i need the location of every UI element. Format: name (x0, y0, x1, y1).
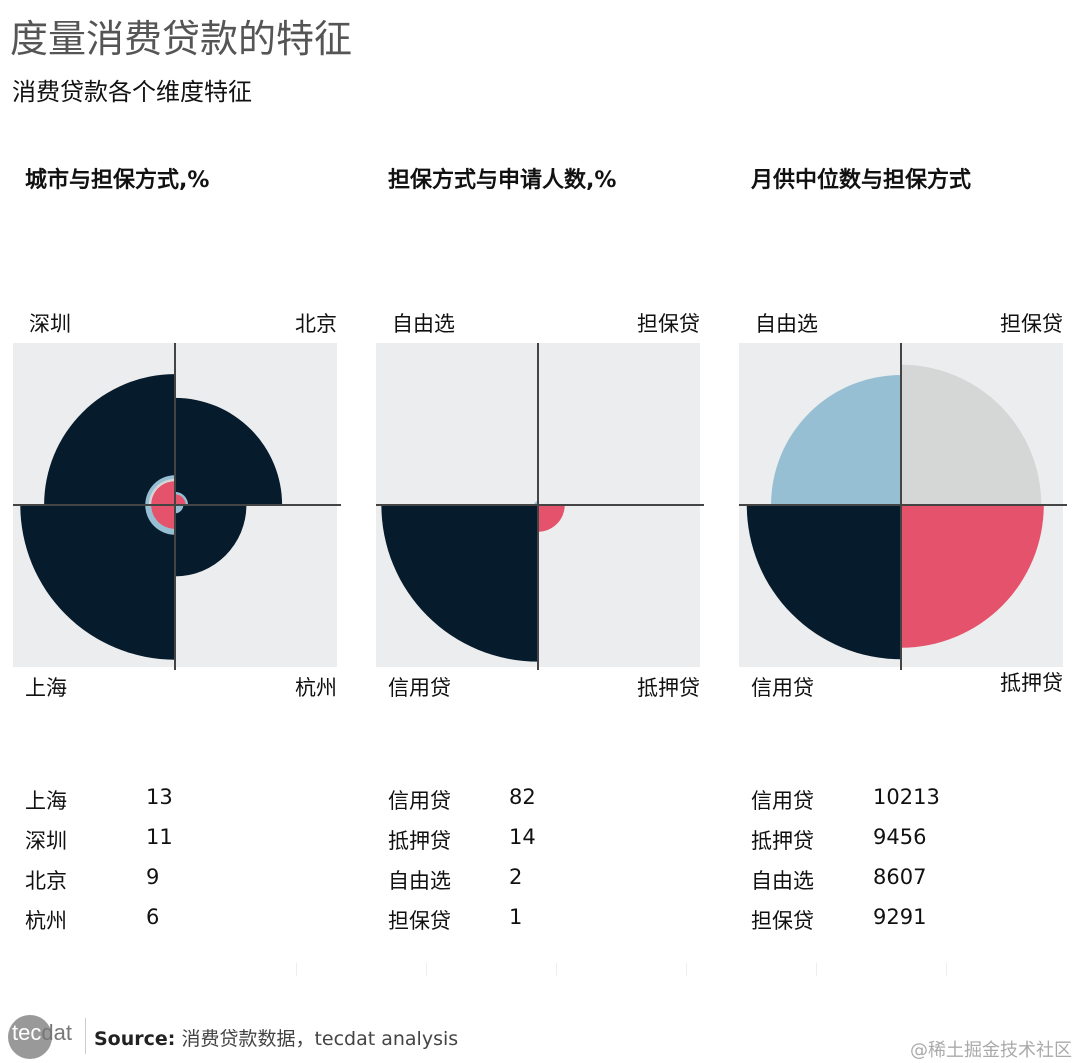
footer-divider (85, 1018, 86, 1054)
quadrant-label-bottom-left: 上海 (25, 676, 67, 700)
wedge-自由选-自由选 (771, 375, 901, 505)
wedge-北京-抵押贷 (175, 494, 186, 505)
table-value: 9 (146, 865, 160, 889)
quadrant-label-top-right: 北京 (295, 312, 337, 336)
table-value: 11 (146, 825, 173, 849)
wedge-抵押贷-抵押贷 (538, 505, 565, 532)
table-value: 6 (146, 905, 160, 929)
table-label: 北京 (25, 869, 67, 893)
wedge-担保贷-担保贷 (901, 364, 1042, 505)
panel-title: 月供中位数与担保方式 (751, 168, 972, 193)
table-value: 10213 (873, 785, 940, 809)
quadrant-label-bottom-right: 抵押贷 (1000, 671, 1063, 695)
quadrant-label-top-left: 自由选 (392, 312, 455, 336)
table-label: 自由选 (751, 869, 814, 893)
source-label: Source: (94, 1028, 176, 1050)
table-label: 深圳 (25, 829, 67, 853)
wedge-信用贷-信用贷 (746, 505, 901, 660)
table-label: 抵押贷 (388, 829, 451, 853)
logo-circle (8, 1015, 52, 1059)
source-text: 消费贷款数据，tecdat analysis (181, 1028, 459, 1050)
table-label: 信用贷 (751, 789, 814, 813)
tick (296, 963, 297, 976)
tick (426, 963, 427, 976)
panel-title: 城市与担保方式,% (25, 168, 210, 193)
quadrant-label-bottom-right: 杭州 (295, 676, 337, 700)
table-value: 1 (509, 905, 523, 929)
quadrant-chart (739, 343, 1067, 670)
wedge-上海-信用贷 (20, 505, 175, 660)
quadrant-label-top-left: 深圳 (29, 312, 71, 336)
quadrant-chart (376, 343, 704, 670)
table-label: 信用贷 (388, 789, 451, 813)
wedge-深圳-抵押贷 (151, 481, 175, 505)
table-value: 13 (146, 785, 173, 809)
table-value: 9456 (873, 825, 927, 849)
quadrant-label-bottom-right: 抵押贷 (637, 676, 700, 700)
tick (946, 963, 947, 976)
wedge-上海-抵押贷 (151, 505, 175, 529)
wedge-信用贷-信用贷 (381, 505, 538, 662)
table-label: 担保贷 (751, 909, 814, 933)
tick (816, 963, 817, 976)
table-label: 杭州 (25, 909, 67, 933)
tecdat-logo: tecdat (12, 1020, 72, 1045)
wedge-杭州-自由选 (175, 505, 184, 514)
quadrant-label-top-left: 自由选 (755, 312, 818, 336)
quadrant-label-top-right: 担保贷 (637, 312, 700, 336)
quadrant-chart (13, 343, 341, 670)
panel-title: 担保方式与申请人数,% (388, 168, 617, 193)
table-label: 抵押贷 (751, 829, 814, 853)
table-label: 上海 (25, 789, 67, 813)
tick (556, 963, 557, 976)
table-value: 82 (509, 785, 536, 809)
quadrant-label-bottom-left: 信用贷 (751, 676, 814, 700)
table-label: 自由选 (388, 869, 451, 893)
watermark: @稀土掘金技术社区 (910, 1040, 1072, 1061)
page-subtitle: 消费贷款各个维度特征 (12, 78, 252, 106)
wedge-北京-信用贷 (175, 397, 283, 505)
table-value: 8607 (873, 865, 927, 889)
wedge-杭州-信用贷 (175, 505, 247, 577)
page-title: 度量消费贷款的特征 (10, 17, 353, 61)
quadrant-label-bottom-left: 信用贷 (388, 676, 451, 700)
table-label: 担保贷 (388, 909, 451, 933)
table-value: 9291 (873, 905, 927, 929)
wedge-抵押贷-抵押贷 (901, 505, 1044, 648)
wedge-深圳-信用贷 (44, 374, 175, 505)
table-value: 2 (509, 865, 523, 889)
table-value: 14 (509, 825, 536, 849)
quadrant-label-top-right: 担保贷 (1000, 312, 1063, 336)
tick (686, 963, 687, 976)
source-note: Source: 消费贷款数据，tecdat analysis (94, 1024, 458, 1051)
